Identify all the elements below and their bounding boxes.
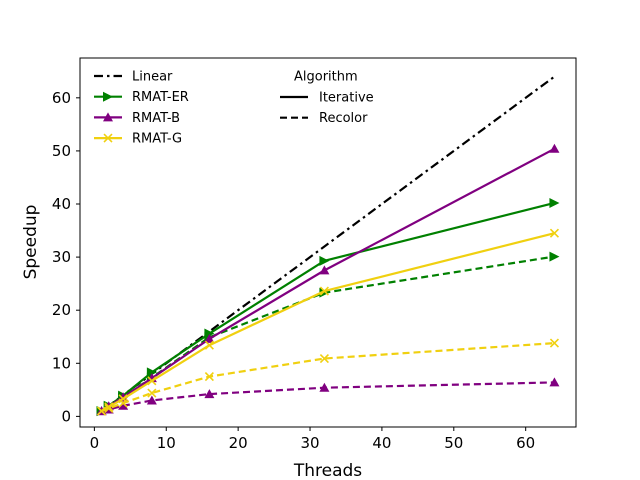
series-rmat-g-iterative-point-5-stroke-b	[319, 286, 329, 296]
series-rmat-g-recolor-point-6	[549, 338, 560, 348]
x-tick-label-50: 50	[444, 434, 463, 452]
y-tick-label-20: 20	[52, 301, 71, 319]
series-rmat-er-recolor-point-5	[319, 287, 330, 298]
series-rmat-g-iterative-point-5	[319, 286, 329, 296]
series-rmat-er-recolor-point-6	[549, 251, 560, 262]
series-rmat-g-iterative-point-3	[147, 376, 157, 386]
series-rmat-b-iterative-point-5	[319, 265, 330, 275]
series-rmat-g-iterative-point-6-stroke-b	[549, 228, 560, 238]
series-rmat-er-iterative-point-6	[549, 197, 560, 208]
series-rmat-g-recolor-point-5-stroke-b	[319, 353, 329, 364]
series-rmat-g-recolor-point-0-stroke-b	[96, 406, 107, 416]
series-rmat-g-recolor-point-0	[96, 406, 107, 416]
y-tick-label-0: 0	[61, 407, 71, 425]
y-tick-label-50: 50	[52, 142, 71, 160]
legend-algorithm-iterative: Iterative	[280, 91, 374, 106]
plot-frame	[79, 57, 577, 428]
series-rmat-g-recolor-point-3-stroke-b	[147, 388, 157, 398]
series-rmat-g-recolor-point-5	[319, 353, 329, 364]
legend-label: Linear	[132, 70, 173, 85]
axes-layer: 0 10 20 30 40 50 60 0 10 20 30 40 50 60	[52, 89, 535, 452]
series-rmat-b-recolor-point-3	[146, 395, 157, 405]
series-rmat-g-iterative-point-4-stroke-b	[204, 340, 214, 350]
legend-algorithm-title: Algorithm	[294, 70, 358, 85]
series-rmat-b-recolor-point-6	[549, 377, 560, 387]
series-rmat-b-iterative-point-6	[549, 143, 560, 153]
legend-label: RMAT-G	[132, 132, 182, 147]
series-layer	[96, 75, 560, 417]
legend-marker-stroke-b	[103, 133, 113, 143]
series-rmat-g-recolor-point-4	[204, 371, 214, 382]
y-tick-label-60: 60	[52, 89, 71, 107]
legend-marker	[103, 112, 113, 122]
x-tick-label-60: 60	[516, 434, 535, 452]
legend: Linear RMAT-ER RMAT-B RMAT-G Algorithm Iterat…	[94, 70, 374, 147]
x-tick-label-10: 10	[157, 434, 176, 452]
legend-label: RMAT-B	[132, 111, 180, 126]
series-rmat-g-recolor-point-3	[147, 388, 157, 398]
legend-entry-rmat-b: RMAT-B	[94, 111, 180, 126]
x-tick-label-0: 0	[90, 434, 100, 452]
legend-label: RMAT-ER	[132, 90, 189, 105]
legend-label: Recolor	[319, 111, 368, 126]
y-tick-label-30: 30	[52, 248, 71, 266]
y-tick-label-10: 10	[52, 354, 71, 372]
series-rmat-g-recolor-point-6-stroke-b	[549, 338, 560, 348]
legend-algorithm-recolor: Recolor	[280, 111, 368, 126]
x-axis-label: Threads	[293, 461, 362, 480]
series-rmat-g-iterative-point-6	[549, 228, 560, 238]
legend-label: Iterative	[319, 91, 374, 106]
y-tick-label-40: 40	[52, 195, 71, 213]
series-rmat-b-recolor-point-4	[204, 389, 215, 399]
series-rmat-g-iterative-point-3-stroke-b	[147, 376, 157, 386]
legend-entry-rmat-er: RMAT-ER	[94, 90, 189, 105]
series-rmat-g-iterative-point-4	[204, 340, 214, 350]
legend-entry-rmat-g: RMAT-G	[94, 132, 182, 147]
legend-marker	[103, 133, 113, 143]
legend-entry-linear: Linear	[94, 70, 173, 85]
series-rmat-g-recolor-point-4-stroke-b	[204, 371, 214, 382]
x-tick-label-20: 20	[229, 434, 248, 452]
series-rmat-g-recolor-point-2	[118, 398, 128, 408]
series-rmat-g-recolor-point-1	[104, 403, 114, 413]
series-rmat-b-recolor-point-5	[319, 382, 330, 392]
series-rmat-g-recolor	[96, 338, 560, 416]
legend-marker	[103, 91, 113, 102]
series-rmat-b-iterative-point-4	[204, 333, 215, 343]
x-tick-label-40: 40	[372, 434, 391, 452]
y-axis-label: Speedup	[21, 205, 41, 280]
series-rmat-b-recolor-point-2	[118, 400, 129, 410]
series-rmat-er-iterative-point-5	[319, 255, 330, 266]
series-rmat-g-recolor-point-2-stroke-b	[118, 398, 128, 408]
series-rmat-g-recolor-point-1-stroke-b	[104, 403, 114, 413]
x-tick-label-30: 30	[300, 434, 319, 452]
